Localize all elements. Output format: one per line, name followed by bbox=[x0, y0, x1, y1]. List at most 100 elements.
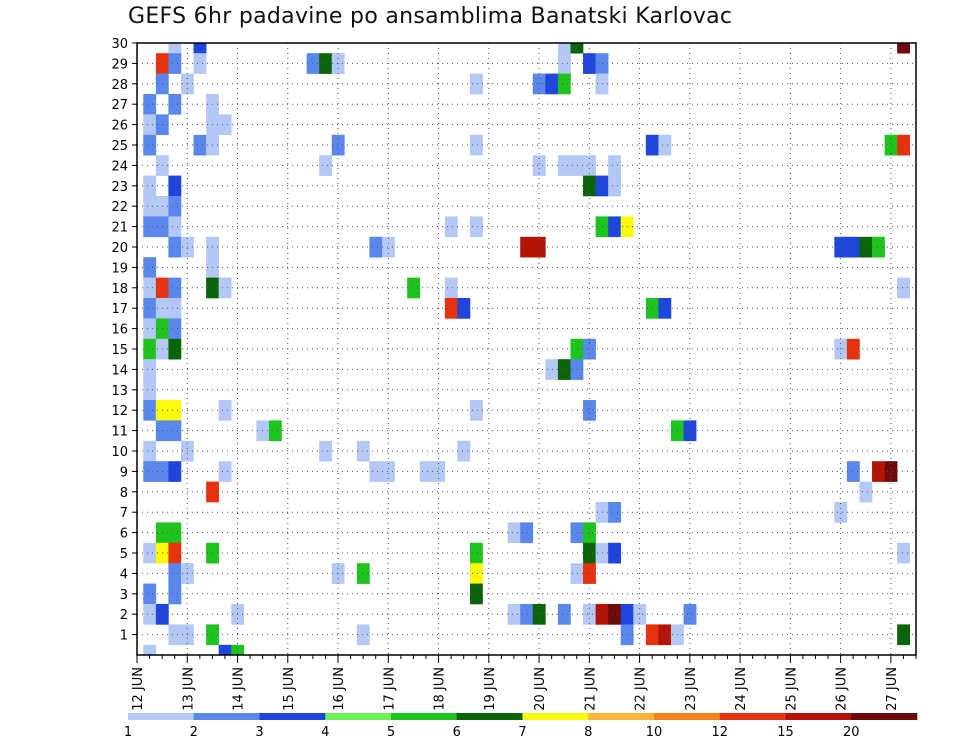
y-tick-label: 29 bbox=[111, 57, 128, 72]
heatmap-cell bbox=[583, 604, 596, 625]
heatmap-cell bbox=[168, 338, 182, 360]
heatmap-cell bbox=[557, 359, 571, 380]
colorbar-swatch bbox=[259, 713, 326, 720]
heatmap-cell bbox=[168, 624, 182, 646]
heatmap-cell bbox=[520, 236, 534, 258]
colorbar-label: 5 bbox=[387, 725, 395, 740]
heatmap-cell bbox=[583, 522, 596, 544]
heatmap-cell bbox=[143, 175, 157, 197]
heatmap-cell bbox=[658, 134, 672, 156]
heatmap-cell bbox=[143, 134, 157, 156]
heatmap-cell bbox=[683, 420, 697, 442]
y-tick-label: 24 bbox=[111, 159, 128, 174]
heatmap-cell bbox=[608, 216, 622, 238]
heatmap-cell bbox=[143, 338, 157, 360]
x-tick-label: 21 JUN bbox=[583, 667, 598, 711]
heatmap-cell bbox=[557, 604, 571, 625]
heatmap-cell bbox=[872, 236, 885, 258]
heatmap-cell bbox=[469, 400, 483, 421]
heatmap-cell bbox=[608, 604, 622, 625]
y-tick-label: 20 bbox=[111, 241, 128, 256]
heatmap-cell bbox=[143, 257, 157, 278]
x-tick-label: 13 JUN bbox=[181, 667, 196, 711]
y-tick-label: 27 bbox=[111, 98, 128, 113]
colorbar-swatch bbox=[193, 713, 260, 720]
heatmap-cell bbox=[897, 277, 911, 299]
heatmap-cell bbox=[331, 134, 345, 156]
heatmap-cell bbox=[897, 43, 911, 54]
colorbar-swatch bbox=[325, 713, 392, 720]
heatmap-cell bbox=[168, 277, 182, 299]
y-tick-label: 17 bbox=[111, 302, 128, 317]
heatmap-cell bbox=[834, 236, 848, 258]
y-tick-label: 4 bbox=[120, 567, 128, 582]
heatmap-cell bbox=[143, 216, 157, 238]
y-tick-label: 21 bbox=[111, 221, 128, 236]
heatmap-cell bbox=[469, 134, 483, 156]
heatmap-cell bbox=[168, 236, 182, 258]
y-tick-label: 15 bbox=[111, 343, 128, 358]
heatmap-cell bbox=[168, 53, 182, 74]
heatmap-cell bbox=[469, 542, 483, 564]
heatmap-cell bbox=[193, 134, 207, 156]
heatmap-cell bbox=[884, 134, 898, 156]
heatmap-cell bbox=[884, 461, 898, 482]
colorbar: 1 2 3 4 5 6 7 8 10 12 15 20 bbox=[124, 713, 918, 740]
colorbar-swatch bbox=[522, 713, 589, 720]
heatmap-cell bbox=[143, 440, 157, 462]
heatmap-cell bbox=[570, 155, 584, 176]
y-tick-label: 10 bbox=[111, 445, 128, 460]
heatmap-cell bbox=[143, 318, 157, 340]
heatmap-cell bbox=[356, 624, 370, 646]
heatmap-cell bbox=[168, 542, 182, 564]
y-tick-label: 14 bbox=[111, 363, 128, 378]
y-tick-label: 13 bbox=[111, 384, 128, 399]
heatmap-cell bbox=[407, 277, 421, 299]
heatmap-cell bbox=[168, 461, 182, 482]
colorbar-swatch bbox=[128, 713, 195, 720]
heatmap-cell bbox=[545, 73, 559, 95]
heatmap-cell bbox=[218, 277, 232, 299]
heatmap-cell bbox=[633, 604, 647, 625]
y-tick-label: 12 bbox=[111, 404, 128, 419]
heatmap-cell bbox=[432, 461, 446, 482]
heatmap-cell bbox=[532, 604, 546, 625]
heatmap-cell bbox=[545, 359, 559, 380]
heatmap-cell bbox=[168, 94, 182, 115]
heatmap-cell bbox=[143, 542, 157, 564]
x-tick-label: 26 JUN bbox=[835, 667, 850, 711]
colorbar-label: 2 bbox=[190, 725, 198, 740]
heatmap-cell bbox=[583, 338, 596, 360]
heatmap-cell bbox=[846, 236, 860, 258]
heatmap-cell bbox=[583, 400, 596, 421]
y-tick-label: 25 bbox=[111, 139, 128, 154]
heatmap-cell bbox=[419, 461, 433, 482]
heatmap-cell bbox=[143, 94, 157, 115]
heatmap-cell bbox=[557, 73, 571, 95]
y-tick-label: 5 bbox=[120, 547, 128, 562]
heatmap-cell bbox=[557, 155, 571, 176]
heatmap-cell bbox=[859, 236, 873, 258]
colorbar-swatch bbox=[785, 713, 852, 720]
heatmap-cell bbox=[268, 420, 282, 442]
y-tick-label: 2 bbox=[120, 608, 128, 623]
x-tick-label: 24 JUN bbox=[734, 667, 749, 711]
x-tick-label: 15 JUN bbox=[282, 667, 297, 711]
heatmap-cell bbox=[143, 277, 157, 299]
heatmap-cell bbox=[444, 277, 458, 299]
heatmap-cell bbox=[356, 440, 370, 462]
colorbar-label: 3 bbox=[255, 725, 263, 740]
grid-lines bbox=[136, 42, 916, 655]
heatmap-cell bbox=[897, 624, 911, 646]
heatmap-cell bbox=[168, 420, 182, 442]
heatmap-cell bbox=[570, 359, 584, 380]
heatmap-cell bbox=[218, 400, 232, 421]
y-tick-label: 26 bbox=[111, 119, 128, 134]
heatmap-cell bbox=[557, 53, 571, 74]
heatmap-cell bbox=[356, 563, 370, 584]
heatmap-cell bbox=[457, 440, 471, 462]
heatmap-cell bbox=[683, 604, 697, 625]
heatmap-cell bbox=[319, 155, 333, 176]
heatmap-cell bbox=[658, 624, 672, 646]
x-tick-label: 27 JUN bbox=[885, 667, 900, 711]
